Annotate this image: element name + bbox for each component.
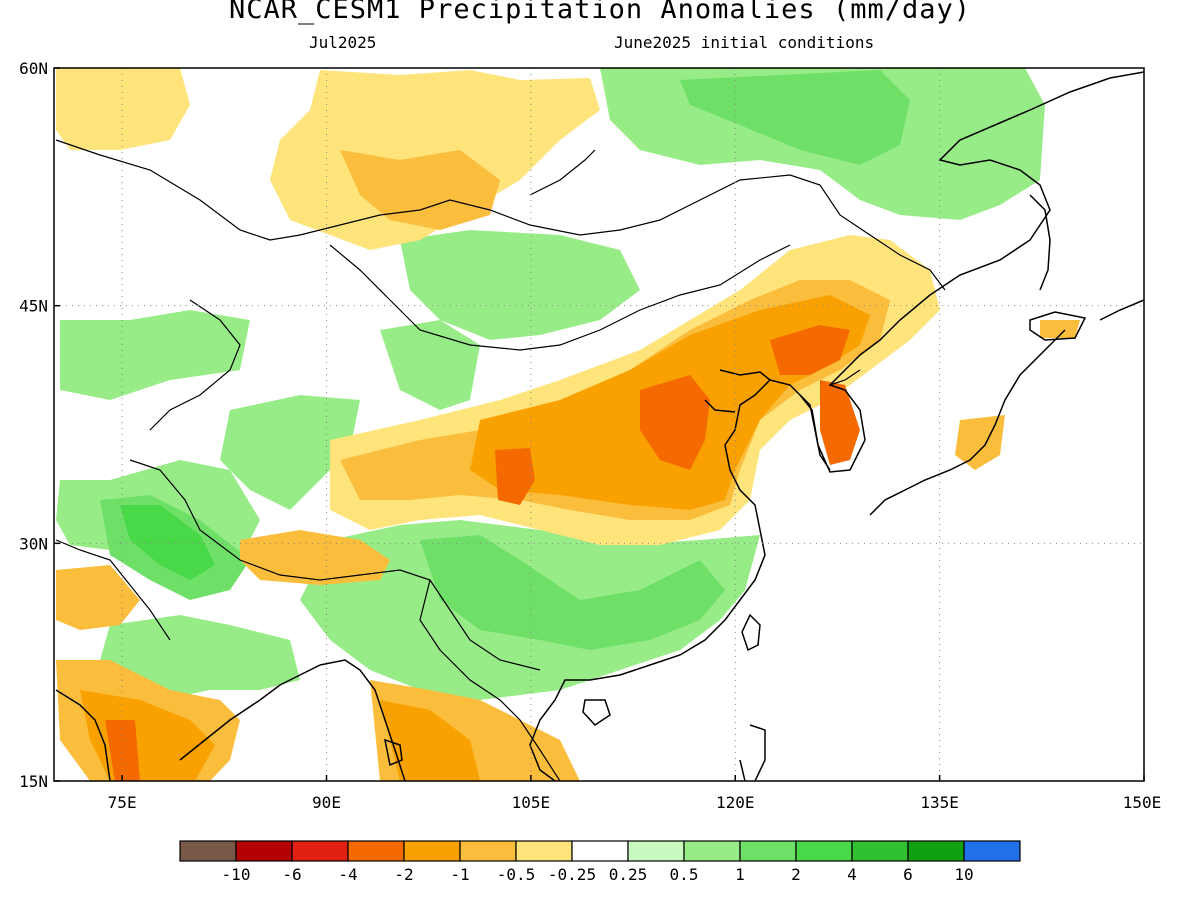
colorbar-tick-label: 2 [791, 865, 801, 884]
colorbar-swatch [739, 840, 797, 862]
colorbar-tick-label: -2 [394, 865, 413, 884]
colorbar [179, 840, 1021, 862]
anomaly-field [56, 68, 1080, 781]
border-mongolia-china [329, 244, 791, 351]
dry-region-india-west [56, 565, 140, 630]
coastline-korea-west [799, 394, 831, 471]
wet-region-himalaya-core [120, 505, 215, 580]
dry-region-west-siberia [56, 68, 190, 150]
dry-region-shandong-max [640, 375, 710, 470]
colorbar-tick-label: 0.25 [609, 865, 648, 884]
wet-region-tarim [220, 395, 360, 510]
dry-region-indochina-strong [380, 700, 480, 781]
wet-region-siberia-core [680, 70, 910, 165]
colorbar-tick-label: -1 [450, 865, 469, 884]
lon-tick-label: 135E [920, 793, 959, 812]
colorbar-swatch [347, 840, 405, 862]
coastlines [55, 71, 1144, 781]
border-indochina [419, 579, 561, 781]
lon-tick-label: 75E [108, 793, 137, 812]
forecast-month: Jul2025 [309, 33, 377, 52]
initial-conditions: June2025 initial conditions [614, 33, 875, 52]
coastline-bohai [704, 369, 771, 413]
lat-tick-label: 30N [19, 534, 48, 553]
coastline-sri-lanka [384, 738, 403, 767]
coastline-hokkaido [1029, 311, 1087, 341]
colorbar-tick-label: -6 [282, 865, 301, 884]
coastline-kamchatka-west [1099, 299, 1144, 321]
dry-region-baikal-south [340, 150, 500, 230]
map-frame [53, 67, 1145, 782]
dry-region-liaoning-max [770, 325, 850, 375]
coastline-india [55, 664, 321, 781]
border-china-himalaya [129, 459, 541, 671]
latitude-labels: 60N 45N 30N 15N [19, 59, 48, 791]
border-russia-south [55, 139, 946, 291]
dry-region-sichuan-max [495, 448, 535, 505]
lat-tick-label: 45N [19, 297, 48, 316]
dry-region-tibet-south [240, 530, 390, 585]
colorbar-swatch [907, 840, 965, 862]
coastline-bay-of-bengal [319, 659, 406, 781]
colorbar-tick-label: -4 [338, 865, 357, 884]
colorbar-tick-label: 10 [954, 865, 973, 884]
colorbar-tick-label: 0.5 [670, 865, 699, 884]
colorbar-swatch [179, 840, 237, 862]
coastline-taiwan [741, 613, 761, 652]
lon-tick-label: 150E [1123, 793, 1162, 812]
lat-tick-label: 15N [19, 772, 48, 791]
map-title: NCAR_CESM1 Precipitation Anomalies (mm/d… [229, 0, 971, 25]
coastline-philippines [739, 724, 766, 781]
colorbar-tick-label: -0.25 [548, 865, 596, 884]
lake-baikal [529, 149, 596, 196]
dry-region-korea [820, 380, 860, 465]
lon-tick-label: 90E [312, 793, 341, 812]
colorbar-swatch [403, 840, 461, 862]
colorbar-swatch [963, 840, 1021, 862]
border-korea [829, 369, 861, 386]
wet-region-india-central [100, 615, 300, 700]
longitude-labels: 75E 90E 105E 120E 135E 150E [108, 793, 1162, 812]
colorbar-tick-label: -0.5 [497, 865, 536, 884]
colorbar-swatch [291, 840, 349, 862]
wet-region-mongolia [400, 230, 640, 340]
colorbar-tick-label: 1 [735, 865, 745, 884]
lon-tick-label: 120E [716, 793, 755, 812]
dry-region-hokkaido [1040, 320, 1080, 338]
coastline-sakhalin [1029, 194, 1051, 291]
lat-tick-label: 60N [19, 59, 48, 78]
colorbar-swatch [795, 840, 853, 862]
colorbar-labels: -10 -6 -4 -2 -1 -0.5 -0.25 0.25 0.5 1 2 4 6 10 [222, 865, 974, 884]
colorbar-swatch [235, 840, 293, 862]
colorbar-swatch [571, 840, 629, 862]
colorbar-tick-label: 4 [847, 865, 857, 884]
colorbar-tick-label: 6 [903, 865, 913, 884]
country-borders [55, 139, 946, 781]
colorbar-swatch [627, 840, 685, 862]
colorbar-swatch [515, 840, 573, 862]
colorbar-swatch [459, 840, 517, 862]
dry-region-india-tip-max [105, 720, 140, 781]
wet-region-kazakh [60, 310, 250, 400]
coastline-hainan [582, 699, 611, 726]
coastline-japan-honshu [869, 329, 1066, 516]
colorbar-tick-label: -10 [222, 865, 251, 884]
lon-tick-label: 105E [512, 793, 551, 812]
colorbar-swatch [683, 840, 741, 862]
border-kazakh-china [149, 299, 241, 431]
border-south-asia [55, 539, 171, 641]
dry-region-japan [955, 415, 1005, 470]
wet-region-tibet-north [380, 320, 480, 410]
colorbar-swatch [851, 840, 909, 862]
wet-region-south-china-core [420, 535, 725, 650]
